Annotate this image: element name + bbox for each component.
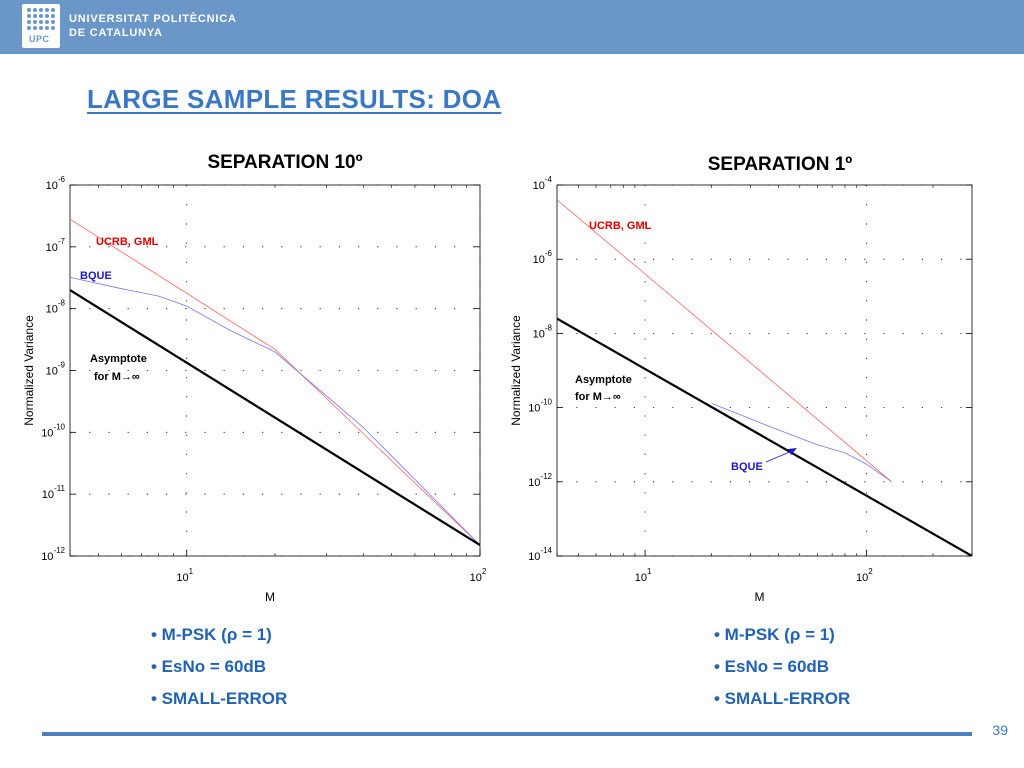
y-tick-label: 10-7 — [46, 237, 66, 254]
plot-frame — [556, 184, 973, 557]
annotation-asymptote-line1: Asymptote — [90, 353, 147, 365]
y-tick-label: 10-14 — [528, 546, 552, 563]
annotation-asymptote-line2: for M→∞ — [94, 371, 140, 383]
y-tick-label: 10-12 — [41, 546, 65, 563]
university-name-line2: DE CATALUNYA — [69, 27, 163, 39]
logo-dot — [51, 26, 55, 30]
logo-dot — [33, 20, 37, 24]
logo-text: UPC — [29, 34, 50, 44]
bullet-list-left: • M-PSK (ρ = 1) • EsNo = 60dB • SMALL-ER… — [151, 619, 287, 715]
header-bar: UPC UNIVERSITAT POLITÈCNICA DE CATALUNYA — [0, 0, 1024, 54]
logo-dot — [39, 20, 43, 24]
annotation-bque: BQUE — [80, 270, 112, 282]
chart-title: SEPARATION 1º — [708, 154, 853, 175]
annotation-asymptote-line1: Asymptote — [575, 374, 632, 386]
y-tick-label: 10-9 — [46, 361, 66, 378]
x-tick-label: 101 — [176, 567, 193, 584]
logo-dot — [45, 20, 49, 24]
y-axis-label: Normalized Variance — [509, 315, 523, 426]
y-tick-label: 10-6 — [46, 175, 66, 192]
logo-dot — [33, 8, 37, 12]
bullet-item: • EsNo = 60dB — [151, 657, 267, 676]
logo-dot — [51, 20, 55, 24]
logo-dot — [27, 26, 31, 30]
logo-dot — [39, 26, 43, 30]
logo-dot — [27, 8, 31, 12]
y-axis-label: Normalized Variance — [22, 315, 36, 426]
university-name: UNIVERSITAT POLITÈCNICA DE CATALUNYA — [69, 12, 237, 40]
logo-dot — [51, 14, 55, 18]
x-axis-label: M — [265, 590, 275, 604]
y-tick-label: 10-6 — [533, 249, 553, 266]
bullet-list-right: • M-PSK (ρ = 1) • EsNo = 60dB • SMALL-ER… — [714, 619, 850, 715]
y-tick-label: 10-10 — [528, 398, 552, 415]
logo-dot — [33, 26, 37, 30]
logo-dot — [45, 8, 49, 12]
annotation-bque: BQUE — [731, 461, 763, 473]
bullet-item: • M-PSK (ρ = 1) — [151, 625, 272, 644]
logo-dot — [27, 20, 31, 24]
x-axis-label: M — [755, 590, 765, 604]
logo-dot — [45, 14, 49, 18]
y-tick-label: 10-10 — [41, 422, 65, 439]
logo-dot — [39, 14, 43, 18]
annotation-asymptote-line2: for M→∞ — [575, 391, 621, 403]
series-line-0 — [557, 199, 892, 483]
x-tick-label: 102 — [470, 567, 487, 584]
logo-dot — [51, 8, 55, 12]
x-tick-label: 101 — [635, 567, 652, 584]
series-line-1 — [711, 403, 892, 483]
x-tick-label: 102 — [856, 567, 873, 584]
series-line-0 — [70, 218, 480, 546]
bullet-item: • SMALL-ERROR — [151, 689, 288, 708]
chart-title: SEPARATION 10º — [207, 152, 362, 173]
annotation-arrow-head — [788, 448, 797, 455]
logo-dots-icon — [27, 8, 55, 32]
y-tick-label: 10-8 — [46, 299, 66, 316]
y-tick-label: 10-8 — [533, 323, 553, 340]
university-name-line1: UNIVERSITAT POLITÈCNICA — [69, 13, 237, 25]
series-line-2 — [70, 289, 480, 547]
page-number: 39 — [992, 722, 1008, 738]
bullet-item: • M-PSK (ρ = 1) — [714, 625, 835, 644]
chart-separation-1: SEPARATION 1º 10-4 10-6 10-8 10-10 10-12 10-14… — [509, 154, 973, 604]
series-line-2 — [557, 317, 972, 556]
annotation-ucrb: UCRB, GML — [589, 220, 652, 232]
footer-line — [42, 732, 972, 736]
bullet-item: • EsNo = 60dB — [714, 657, 830, 676]
logo-dot — [45, 26, 49, 30]
annotation-ucrb: UCRB, GML — [96, 236, 159, 248]
y-tick-label: 10-12 — [528, 472, 552, 489]
logo-dot — [33, 14, 37, 18]
logo-dot — [39, 8, 43, 12]
bullet-item: • SMALL-ERROR — [714, 689, 851, 708]
annotation-arrow-line — [765, 450, 793, 463]
y-tick-label: 10-11 — [42, 484, 66, 501]
upc-logo: UPC — [22, 4, 60, 48]
series-line-1 — [70, 277, 480, 546]
chart-separation-10: SEPARATION 10º 10-6 10-7 10-8 10-9 10-10 10-11… — [22, 152, 487, 604]
y-tick-label: 10-4 — [533, 175, 553, 192]
slide-title: LARGE SAMPLE RESULTS: DOA — [87, 84, 502, 114]
logo-dot — [27, 14, 31, 18]
